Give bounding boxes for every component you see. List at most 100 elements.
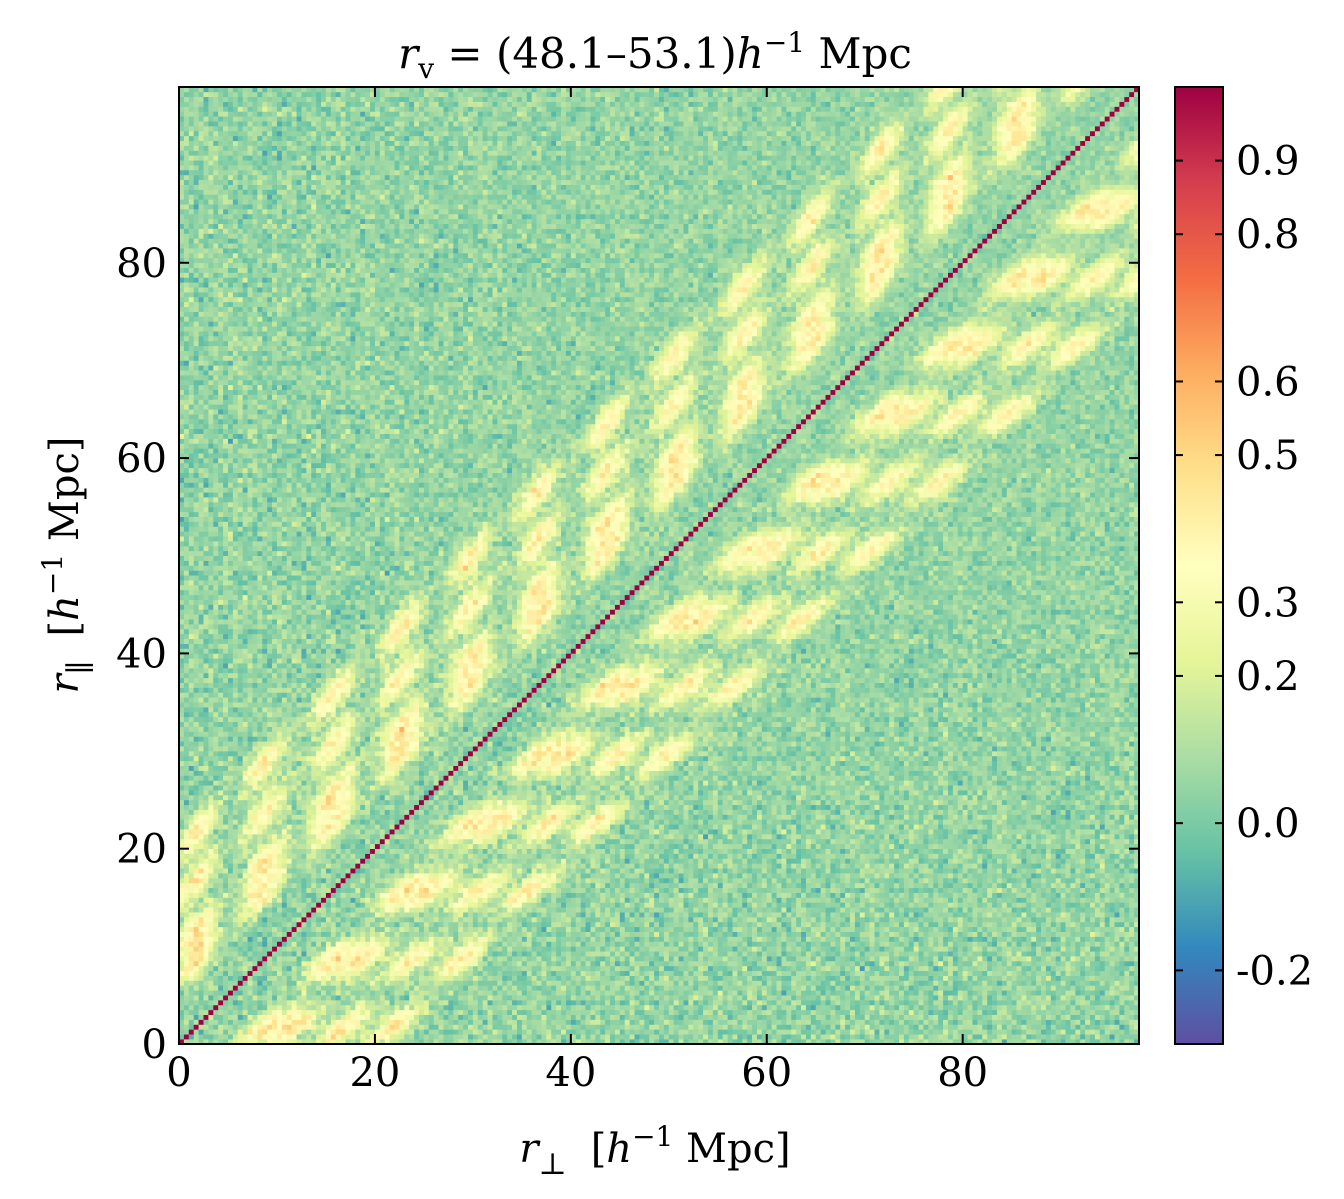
heatmap-cell [982, 1014, 988, 1020]
heatmap-cell [913, 1029, 919, 1035]
heatmap-cell [227, 970, 234, 976]
heatmap-cell [639, 1029, 645, 1035]
heatmap-cell [649, 975, 655, 981]
heatmap-cell [183, 931, 190, 937]
heatmap-cell [649, 946, 655, 952]
heatmap-cell [683, 980, 689, 986]
heatmap-cell [610, 965, 616, 972]
heatmap-cell [805, 970, 812, 976]
heatmap-cell [1080, 1014, 1086, 1020]
heatmap-cell [996, 965, 1003, 972]
heatmap-cell [756, 1000, 763, 1006]
heatmap-cell [845, 975, 851, 981]
heatmap-cell [325, 921, 332, 928]
heatmap-cell [654, 951, 660, 957]
heatmap-cell [962, 1009, 968, 1015]
heatmap-cell [654, 956, 660, 962]
heatmap-cell [747, 1004, 753, 1011]
heatmap-cell [810, 980, 817, 986]
heatmap-cell [668, 951, 674, 957]
heatmap-cell [703, 1029, 709, 1035]
heatmap-cell [477, 1034, 483, 1040]
heatmap-cell [996, 1000, 1003, 1006]
heatmap-cell [698, 970, 704, 976]
heatmap-cell [908, 926, 914, 932]
heatmap-cell [634, 921, 640, 928]
heatmap-cell [502, 995, 508, 1001]
heatmap-cell [923, 970, 929, 976]
heatmap-cell [335, 1009, 341, 1015]
heatmap-cell [918, 921, 924, 928]
heatmap-cell [384, 926, 390, 932]
heatmap-cell [610, 1000, 616, 1006]
heatmap-cell [874, 941, 880, 947]
heatmap-cell [227, 946, 234, 952]
heatmap-cell [644, 956, 650, 962]
heatmap-cell [962, 1004, 968, 1011]
heatmap-cell [198, 926, 204, 932]
heatmap-cell [957, 1029, 963, 1035]
heatmap-cell [693, 965, 699, 972]
heatmap-cell [541, 956, 547, 962]
heatmap-cell [433, 1019, 439, 1025]
heatmap-cell [281, 946, 288, 952]
heatmap-cell [742, 965, 748, 972]
heatmap-cell [1006, 1004, 1012, 1011]
heatmap-cell [389, 960, 395, 967]
heatmap-cell [1104, 931, 1110, 937]
heatmap-cell [1134, 941, 1139, 947]
heatmap-cell [463, 941, 469, 947]
heatmap-cell [889, 1024, 895, 1030]
heatmap-cell [472, 980, 479, 986]
heatmap-cell [732, 970, 738, 976]
heatmap-cell [805, 995, 812, 1001]
heatmap-cell [663, 921, 670, 928]
heatmap-cell [330, 970, 337, 976]
heatmap-cell [409, 970, 415, 976]
heatmap-cell [913, 1000, 919, 1006]
heatmap-cell [992, 931, 998, 937]
heatmap-cell [805, 1004, 812, 1011]
heatmap-cell [374, 951, 381, 957]
heatmap-cell [448, 990, 454, 996]
heatmap-cell [453, 980, 459, 986]
heatmap-cell [1011, 970, 1017, 976]
heatmap-cell [801, 985, 807, 991]
heatmap-cell [707, 970, 714, 976]
heatmap-cell [497, 1029, 503, 1035]
heatmap-cell [340, 921, 346, 928]
heatmap-cell [183, 946, 190, 952]
heatmap-cell [267, 1009, 273, 1015]
heatmap-cell [776, 985, 782, 991]
heatmap-cell [913, 1009, 919, 1015]
heatmap-cell [472, 970, 479, 976]
heatmap-cell [805, 956, 812, 962]
heatmap-cell [595, 975, 601, 981]
heatmap-cell [614, 970, 621, 976]
heatmap-cell [605, 960, 611, 967]
heatmap-cell [565, 931, 572, 937]
heatmap-cell [987, 1009, 993, 1015]
heatmap-cell [477, 951, 483, 957]
heatmap-cell [742, 941, 748, 947]
heatmap-cell [835, 1009, 841, 1015]
heatmap-cell [389, 1014, 395, 1020]
heatmap-cell [404, 1039, 410, 1044]
heatmap-cell [198, 995, 204, 1001]
heatmap-cell [903, 1039, 910, 1044]
heatmap-cell [1041, 990, 1047, 996]
heatmap-cell [698, 960, 704, 967]
heatmap-cell [580, 965, 586, 972]
heatmap-cell [321, 1019, 327, 1025]
heatmap-cell [1036, 1029, 1042, 1035]
heatmap-cell [237, 1034, 243, 1040]
heatmap-cell [218, 965, 224, 972]
heatmap-cell [467, 921, 474, 928]
heatmap-cell [972, 1004, 978, 1011]
heatmap-cell [1026, 936, 1032, 942]
heatmap-cell [649, 990, 655, 996]
heatmap-cell [218, 1014, 224, 1020]
heatmap-cell [276, 1029, 283, 1035]
heatmap-cell [1080, 980, 1086, 986]
heatmap-cell [610, 926, 616, 932]
